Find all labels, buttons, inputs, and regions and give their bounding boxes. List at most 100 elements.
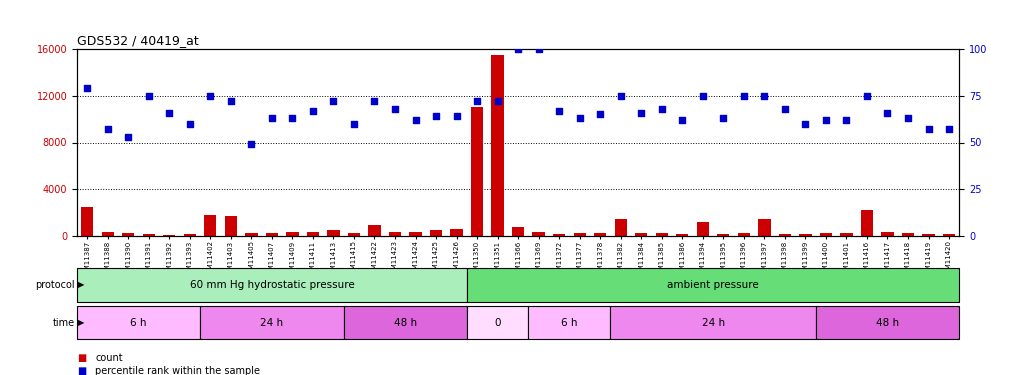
Point [366, 98, 383, 104]
Text: count: count [95, 353, 123, 363]
Bar [245, 233, 258, 236]
Bar [779, 234, 791, 236]
Point [223, 98, 239, 104]
Point [325, 98, 342, 104]
Text: 6 h: 6 h [130, 318, 147, 327]
Bar [902, 233, 914, 236]
Bar [200, 306, 344, 339]
Text: 48 h: 48 h [876, 318, 899, 327]
Bar [615, 219, 627, 236]
Bar [143, 234, 155, 236]
Bar [840, 233, 853, 236]
Bar [327, 230, 340, 236]
Bar [450, 229, 463, 236]
Bar [553, 234, 565, 236]
Text: time: time [52, 318, 75, 327]
Bar [574, 233, 586, 236]
Point [387, 106, 403, 112]
Bar [635, 233, 647, 236]
Bar [656, 233, 668, 236]
Text: 6 h: 6 h [561, 318, 578, 327]
Point [510, 46, 526, 52]
Bar [491, 55, 504, 236]
Text: 24 h: 24 h [261, 318, 283, 327]
Bar [77, 268, 467, 302]
Bar [697, 222, 709, 236]
Bar [467, 268, 959, 302]
Text: ■: ■ [77, 353, 86, 363]
Point [346, 121, 362, 127]
Bar [717, 234, 729, 236]
Bar [389, 232, 401, 236]
Text: 24 h: 24 h [702, 318, 724, 327]
Bar [738, 233, 750, 236]
Point [818, 117, 834, 123]
Bar [266, 233, 278, 236]
Point [407, 117, 424, 123]
Bar [81, 207, 93, 236]
Bar [676, 234, 688, 236]
Bar [532, 231, 545, 236]
Point [428, 113, 444, 119]
Point [120, 134, 136, 140]
Bar [122, 233, 134, 236]
Text: GDS532 / 40419_at: GDS532 / 40419_at [77, 34, 199, 47]
Bar [799, 234, 812, 236]
Text: percentile rank within the sample: percentile rank within the sample [95, 366, 261, 375]
Point [613, 93, 629, 99]
Point [736, 93, 752, 99]
Bar [102, 231, 114, 236]
Text: 60 mm Hg hydrostatic pressure: 60 mm Hg hydrostatic pressure [190, 280, 354, 290]
Point [674, 117, 690, 123]
Point [777, 106, 793, 112]
Bar [820, 233, 832, 236]
Text: ambient pressure: ambient pressure [667, 280, 759, 290]
Point [879, 110, 896, 116]
Point [900, 115, 916, 121]
Bar [348, 233, 360, 236]
Bar [922, 234, 935, 236]
Bar [163, 235, 175, 236]
Bar [471, 107, 483, 236]
Text: ▶: ▶ [78, 318, 84, 327]
Point [530, 46, 547, 52]
Text: ■: ■ [77, 366, 86, 375]
Point [448, 113, 465, 119]
Point [756, 93, 773, 99]
Bar [409, 231, 422, 236]
Bar [307, 232, 319, 236]
Point [941, 126, 957, 132]
Bar [943, 234, 955, 236]
Point [305, 108, 321, 114]
Bar [881, 231, 894, 236]
Bar [204, 215, 216, 236]
Point [695, 93, 711, 99]
Point [284, 115, 301, 121]
Bar [430, 230, 442, 236]
Point [633, 110, 649, 116]
Bar [467, 306, 528, 339]
Point [202, 93, 219, 99]
Point [571, 115, 588, 121]
Bar [816, 306, 959, 339]
Point [79, 85, 95, 91]
Bar [184, 234, 196, 236]
Point [797, 121, 814, 127]
Bar [512, 227, 524, 236]
Point [182, 121, 198, 127]
Text: ▶: ▶ [78, 280, 84, 290]
Bar [594, 233, 606, 236]
Bar [758, 219, 771, 236]
Text: 0: 0 [495, 318, 501, 327]
Point [838, 117, 855, 123]
Point [141, 93, 157, 99]
Point [100, 126, 116, 132]
Bar [225, 216, 237, 236]
Bar [368, 225, 381, 236]
Point [489, 98, 506, 104]
Bar [77, 306, 200, 339]
Point [920, 126, 937, 132]
Point [715, 115, 732, 121]
Point [161, 110, 177, 116]
Bar [344, 306, 467, 339]
